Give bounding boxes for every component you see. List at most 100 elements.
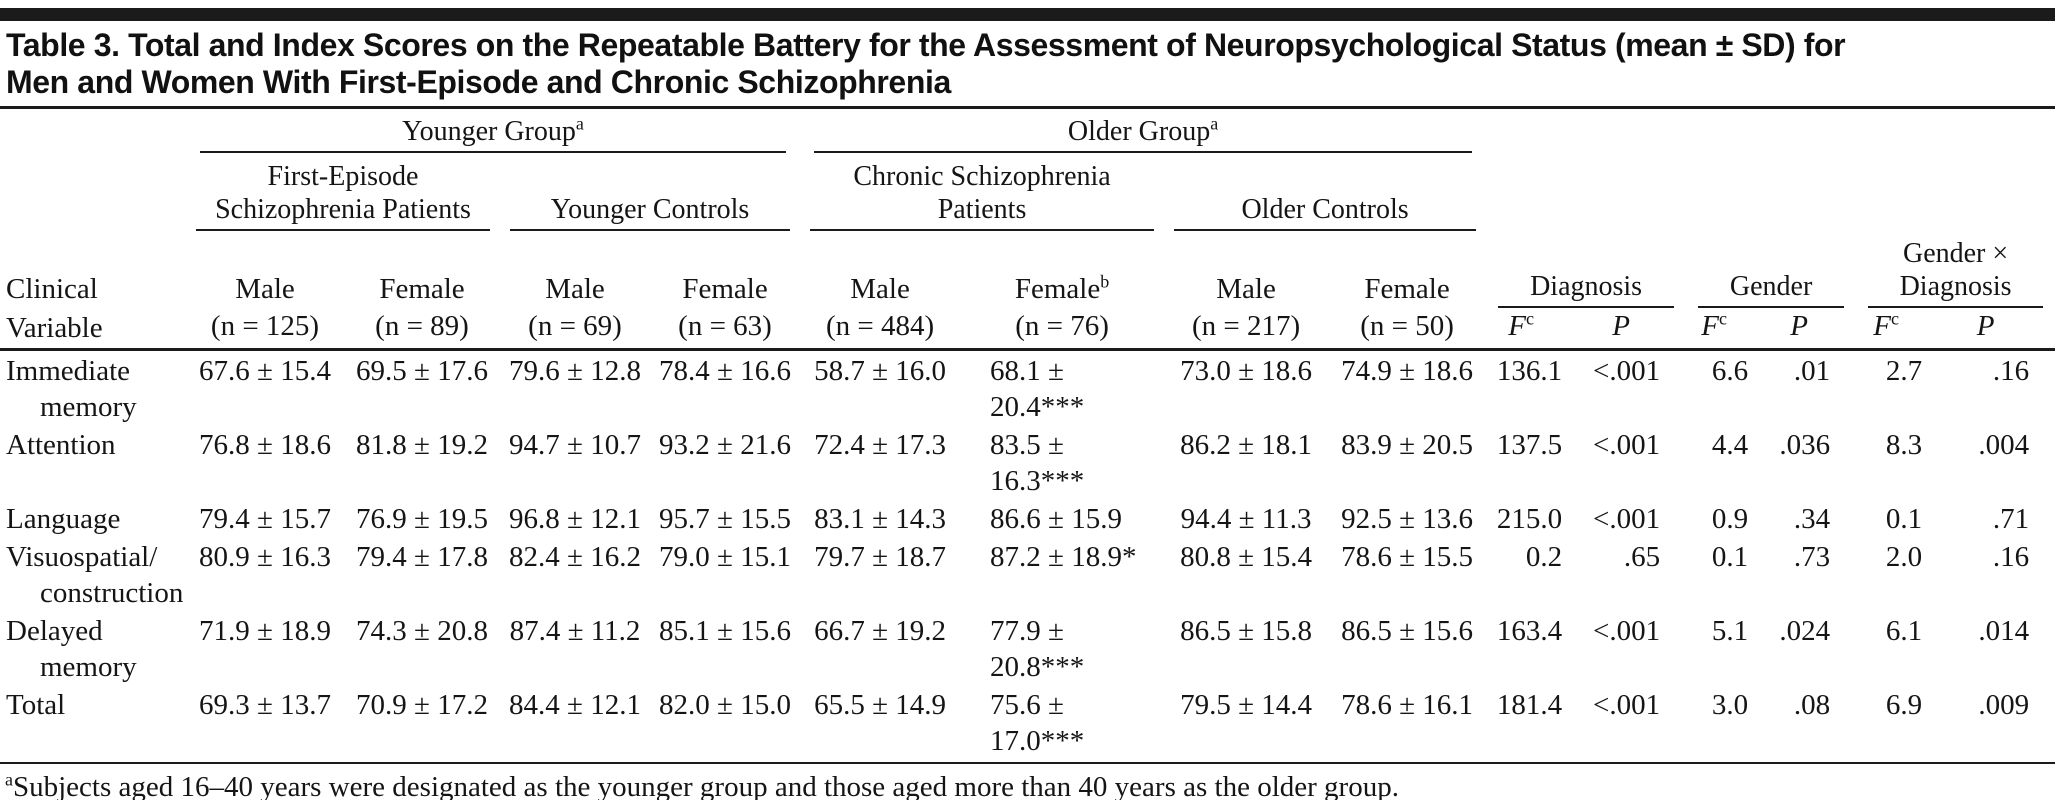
data-cell: 78.6 ± 15.5 (1341, 541, 1474, 573)
sex-label: Female (1014, 273, 1101, 305)
data-cell: 79.7 ± 18.7 (814, 541, 946, 573)
header-spacer (1486, 155, 2055, 233)
data-cell: 75.6 ± 17.0*** (960, 685, 1165, 764)
data-cell: 93.2 ± 21.6 (659, 429, 791, 461)
column-header-n: (n = 217) (1164, 308, 1329, 351)
data-cell: 86.2 ± 18.1 (1180, 429, 1312, 461)
table-row: Attention 76.8 ± 18.6 81.8 ± 19.2 94.7 ±… (0, 425, 2055, 499)
stat-cell: 0.1 (1711, 541, 1749, 573)
data-cell: 79.6 ± 12.8 (509, 355, 641, 387)
stat-cell: 0.9 (1711, 503, 1749, 535)
header-gender-x-diagnosis: Gender × Diagnosis (1856, 233, 2055, 308)
stat-cell: 8.3 (1885, 429, 1923, 461)
table-title-line1: Table 3. Total and Index Scores on the R… (6, 27, 1846, 63)
header-older-controls: Older Controls (1164, 155, 1486, 233)
stat-cell: 2.0 (1885, 541, 1923, 573)
stat-cell: .01 (1793, 355, 1831, 387)
rbans-scores-table: Younger Groupa Older Groupa First-Episod… (0, 109, 2055, 764)
header-spacer (1486, 109, 2055, 155)
column-header-n: (n = 125) (186, 308, 344, 351)
column-header-sex: Female (682, 273, 768, 305)
stat-cell: 6.1 (1885, 615, 1923, 647)
younger-group-footnote-marker: a (575, 113, 584, 134)
stat-cell: 0.1 (1885, 503, 1923, 535)
header-diagnosis: Diagnosis (1486, 233, 1686, 308)
column-header-n: (n = 76) (960, 308, 1165, 351)
data-cell: 92.5 ± 13.6 (1341, 503, 1474, 535)
data-cell: 80.8 ± 15.4 (1180, 541, 1312, 573)
header-younger-controls: Younger Controls (500, 155, 800, 233)
data-cell: 85.1 ± 15.6 (659, 615, 791, 647)
table-row: Delayed memory 71.9 ± 18.9 74.3 ± 20.8 8… (0, 611, 2055, 685)
data-cell: 79.4 ± 15.7 (199, 503, 331, 535)
header-chronic-patients: Chronic Schizophrenia Patients (800, 155, 1164, 233)
stat-cell: .08 (1774, 685, 1857, 764)
column-header-sex: Femaleb (960, 233, 1164, 308)
table-row: Visuospatial/ construction 80.9 ± 16.3 7… (0, 537, 2055, 611)
column-header-sex: Male (850, 273, 910, 305)
column-header-n: (n = 63) (650, 308, 801, 351)
data-cell: 69.3 ± 13.7 (186, 685, 344, 764)
data-cell: 86.6 ± 15.9 (990, 503, 1122, 535)
f-label: F (1873, 310, 1891, 342)
data-cell: 76.9 ± 19.5 (356, 503, 488, 535)
stat-cell: .73 (1793, 541, 1831, 573)
stat-cell: 3.0 (1686, 685, 1775, 764)
column-header-sex: Male (545, 273, 605, 305)
column-header-n: (n = 50) (1328, 308, 1487, 351)
data-cell: 94.4 ± 11.3 (1180, 503, 1312, 535)
column-header-n: (n = 89) (344, 308, 500, 351)
younger-group-label: Younger Group (402, 116, 576, 147)
row-label: Attention (6, 429, 116, 461)
stat-cell: 2.7 (1885, 355, 1923, 387)
stat-cell: <.001 (1592, 429, 1661, 461)
data-cell: 73.0 ± 18.6 (1180, 355, 1312, 387)
f-footnote-marker: c (1718, 308, 1727, 329)
header-older-group: Older Groupa (800, 109, 1486, 155)
data-cell: 83.5 ± 16.3*** (990, 429, 1085, 497)
data-cell: 78.4 ± 16.6 (659, 355, 791, 387)
data-cell: 69.5 ± 17.6 (356, 355, 488, 387)
row-label: Language (6, 503, 121, 535)
title-rule (0, 106, 2055, 109)
data-cell: 87.4 ± 11.2 (509, 615, 641, 647)
table-title: Table 3. Total and Index Scores on the R… (0, 21, 2055, 106)
data-cell: 71.9 ± 18.9 (199, 615, 331, 647)
stat-cell: <.001 (1592, 503, 1661, 535)
row-label: Immediate memory (6, 355, 137, 423)
header-clinical-variable: Clinical Variable (0, 233, 186, 351)
data-cell: 66.7 ± 19.2 (814, 615, 946, 647)
stat-cell: 136.1 (1496, 355, 1563, 387)
column-header-sex: Female (1364, 273, 1450, 305)
f-footnote-marker: c (1890, 308, 1899, 329)
column-header-p: P (1774, 308, 1857, 351)
top-rule (0, 8, 2055, 21)
f-footnote-marker: c (1525, 308, 1534, 329)
stat-cell: .65 (1623, 541, 1661, 573)
data-cell: 65.5 ± 14.9 (800, 685, 961, 764)
header-spacer (0, 109, 186, 155)
data-cell: 86.5 ± 15.6 (1341, 615, 1474, 647)
column-header-f: Fc (1856, 308, 1949, 351)
data-cell: 81.8 ± 19.2 (356, 429, 488, 461)
column-header-sex: Female (379, 273, 465, 305)
data-cell: 84.4 ± 12.1 (500, 685, 650, 764)
data-cell: 67.6 ± 15.4 (199, 355, 331, 387)
stat-cell: .71 (1992, 503, 2030, 535)
stat-cell: .009 (1948, 685, 2055, 764)
stat-cell: .004 (1978, 429, 2030, 461)
data-cell: 83.9 ± 20.5 (1341, 429, 1474, 461)
column-header-sex: Male (235, 273, 295, 305)
data-cell: 79.0 ± 15.1 (659, 541, 791, 573)
column-header-f: Fc (1486, 308, 1589, 351)
footnotes: aSubjects aged 16–40 years were designat… (0, 764, 2055, 800)
header-younger-group: Younger Groupa (186, 109, 800, 155)
data-cell: 78.6 ± 16.1 (1328, 685, 1487, 764)
row-label: Delayed memory (6, 615, 137, 683)
column-header-f: Fc (1686, 308, 1775, 351)
data-cell: 76.8 ± 18.6 (199, 429, 331, 461)
data-cell: 70.9 ± 17.2 (344, 685, 500, 764)
stat-cell: 137.5 (1496, 429, 1563, 461)
older-group-label: Older Group (1067, 116, 1211, 147)
